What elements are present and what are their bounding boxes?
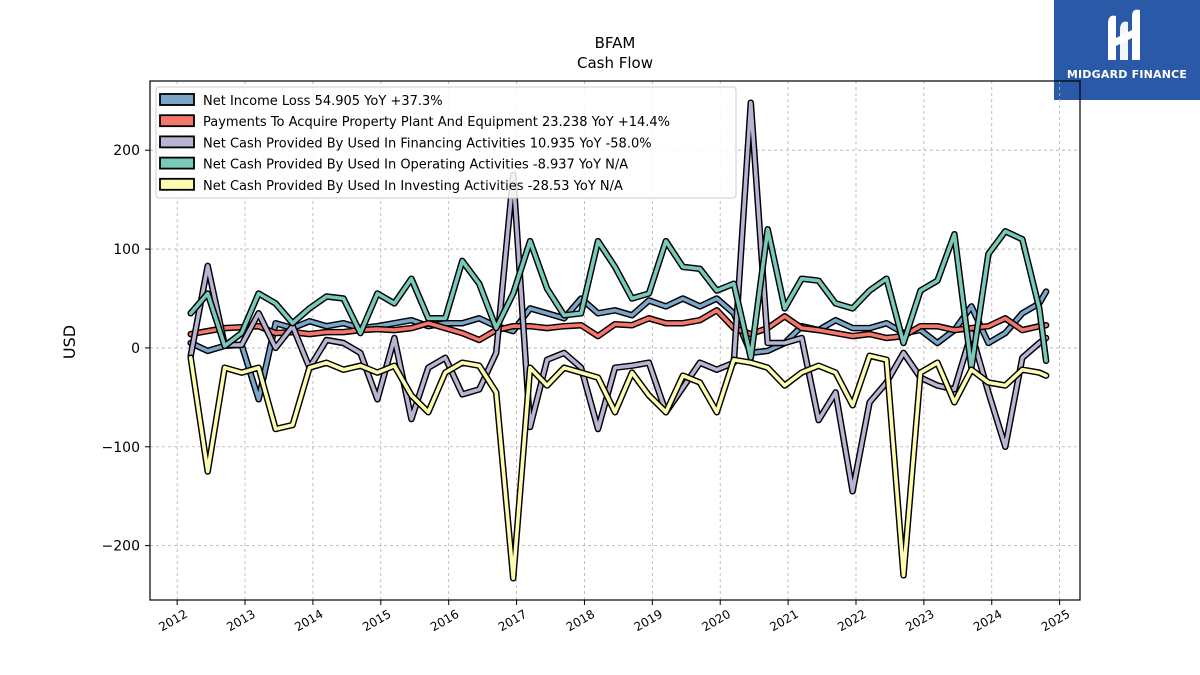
chart-title: BFAM bbox=[595, 34, 636, 52]
series-line bbox=[188, 100, 1048, 494]
x-tick-label: 2021 bbox=[767, 607, 800, 634]
y-tick-label: 100 bbox=[113, 242, 140, 258]
series-line bbox=[188, 308, 1048, 342]
x-tick-label: 2023 bbox=[903, 607, 936, 634]
brand-name: MIDGARD FINANCE bbox=[1066, 68, 1188, 81]
series-line bbox=[188, 227, 1048, 370]
series-net-cash-provided-by-used-in-investing-activities bbox=[187, 352, 1050, 582]
legend-swatch bbox=[159, 156, 195, 170]
x-tick-label: 2020 bbox=[699, 607, 732, 634]
legend-swatch bbox=[159, 135, 195, 149]
legend-label: Net Income Loss 54.905 YoY +37.3% bbox=[203, 94, 443, 109]
series-payments-to-acquire-property-plant-and-equipment bbox=[187, 307, 1050, 344]
plot-frame bbox=[149, 80, 1081, 601]
legend-swatch bbox=[159, 93, 195, 106]
x-tick-label: 2024 bbox=[971, 607, 1004, 634]
y-tick-label: −200 bbox=[102, 539, 140, 555]
x-tick-label: 2017 bbox=[496, 607, 529, 634]
legend-label: Payments To Acquire Property Plant And E… bbox=[203, 115, 670, 130]
midgard-logo-icon bbox=[1108, 9, 1140, 61]
y-tick-label: 200 bbox=[113, 143, 140, 159]
x-tick-label: 2016 bbox=[428, 607, 461, 634]
x-tick-label: 2015 bbox=[360, 607, 393, 634]
legend-box bbox=[155, 86, 737, 199]
legend-swatch bbox=[159, 114, 195, 128]
legend-swatch bbox=[159, 177, 195, 191]
legend-label: Net Cash Provided By Used In Operating A… bbox=[203, 158, 628, 173]
legend: Net Income Loss 54.905 YoY +37.3% Payment… bbox=[155, 86, 737, 199]
series-lines bbox=[187, 99, 1050, 582]
chart-subtitle: Cash Flow bbox=[577, 54, 653, 72]
x-tick-label: 2012 bbox=[156, 607, 189, 634]
y-tick-label: −100 bbox=[102, 440, 140, 456]
brand-logo: MIDGARD FINANCE bbox=[1054, 0, 1200, 100]
y-tick-label: 0 bbox=[131, 341, 140, 357]
series-line bbox=[188, 353, 1048, 581]
x-tick-label: 2019 bbox=[632, 607, 665, 634]
legend-label: Net Cash Provided By Used In Investing A… bbox=[203, 179, 623, 194]
x-tick-label: 2014 bbox=[292, 607, 325, 634]
series-net-cash-provided-by-used-in-financing-activities bbox=[187, 99, 1050, 495]
y-axis-label: USD bbox=[60, 325, 79, 359]
x-tick-label: 2025 bbox=[1039, 607, 1072, 634]
x-tick-label: 2013 bbox=[224, 607, 257, 634]
legend-label: Net Cash Provided By Used In Financing A… bbox=[203, 136, 652, 151]
x-tick-label: 2018 bbox=[564, 607, 597, 634]
x-tick-label: 2022 bbox=[835, 607, 868, 634]
series-net-cash-provided-by-used-in-operating-activities bbox=[187, 226, 1050, 371]
